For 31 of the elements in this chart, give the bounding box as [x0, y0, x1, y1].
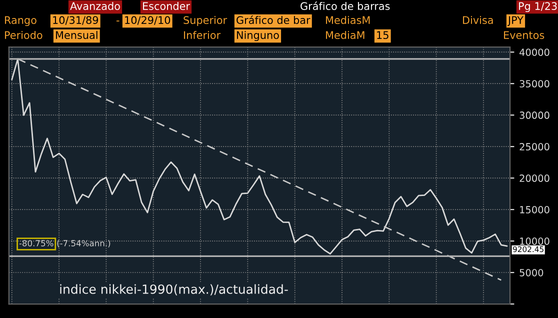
- text: Gráfico de barras: [300, 2, 390, 10]
- text: 15: [377, 31, 388, 40]
- text: MediaM: [326, 30, 364, 40]
- text: Divisa: [463, 16, 493, 24]
- text: Inferior: [184, 30, 221, 40]
- text: Pg 1/23: [519, 2, 557, 12]
- text: Eventos: [504, 31, 544, 40]
- annotation: (-7.54%ann.): [57, 240, 110, 248]
- y-tick-label: 25000: [520, 143, 550, 150]
- text: indice nikkei-1990(max.)/actualidad-: [60, 284, 288, 296]
- text: Superior: [184, 16, 228, 26]
- text: Gráfico de bar: [236, 16, 310, 24]
- y-tick-label: 30000: [520, 112, 550, 119]
- y-tick-label: 10000: [520, 238, 550, 245]
- text: Ninguno: [237, 30, 279, 42]
- text: MediasM: [326, 16, 370, 24]
- y-tick-label: 20000: [520, 174, 550, 182]
- text: 10/31/89: [53, 16, 98, 25]
- text: Avanzado: [70, 2, 120, 10]
- text: Esconder: [143, 2, 190, 10]
- text: JPY: [507, 16, 524, 26]
- text: Rango: [5, 16, 36, 26]
- annotation: -80.75%: [19, 240, 54, 246]
- text: Mensual: [56, 30, 98, 40]
- y-tick-label: 35000: [520, 80, 550, 88]
- text: 10/29/10: [125, 16, 170, 25]
- text: -: [116, 20, 120, 22]
- y-tick-label: 40000: [520, 48, 550, 56]
- text: Periodo: [5, 30, 42, 40]
- y-tick-label: 5000: [520, 269, 544, 276]
- y-tick-label: 15000: [520, 206, 550, 214]
